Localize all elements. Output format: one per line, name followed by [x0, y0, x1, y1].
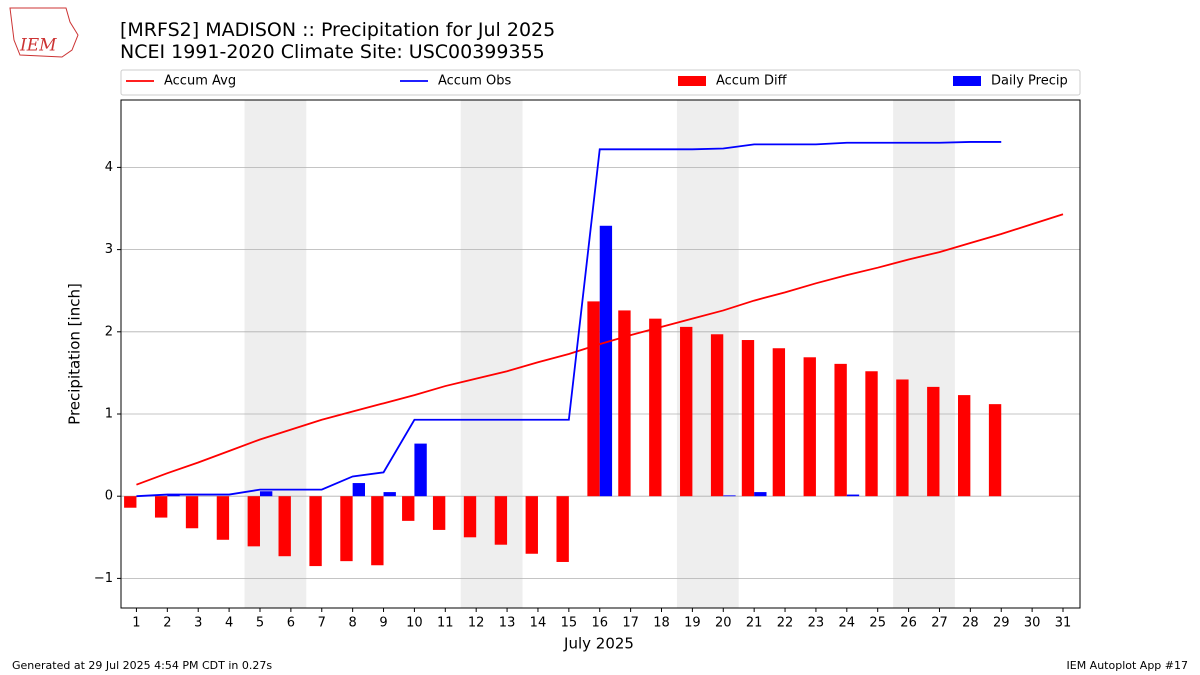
x-tick-label: 13 [499, 616, 516, 631]
x-tick-label: 23 [808, 616, 825, 631]
x-tick-label: 26 [900, 616, 917, 631]
footer-right: IEM Autoplot App #17 [1067, 659, 1189, 672]
y-tick-label: 3 [105, 242, 113, 257]
bar [599, 225, 613, 497]
logo-text: IEM [19, 36, 57, 56]
x-tick-label: 28 [962, 616, 979, 631]
bar [723, 495, 736, 497]
bar [402, 496, 415, 521]
x-tick-label: 6 [287, 616, 295, 631]
legend-label: Daily Precip [991, 74, 1068, 89]
logo-outline [9, 7, 79, 58]
x-tick-label: 22 [777, 616, 794, 631]
bar [710, 334, 724, 497]
legend-box [120, 69, 1081, 96]
legend-label: Accum Obs [438, 74, 511, 89]
bar [525, 496, 538, 554]
bar [834, 363, 847, 497]
bar [680, 326, 693, 497]
bar [352, 483, 365, 497]
legend-swatch [678, 76, 706, 86]
x-tick-label: 16 [591, 616, 608, 631]
bar [371, 496, 384, 566]
x-tick-label: 24 [839, 616, 856, 631]
bar [896, 379, 909, 497]
x-tick-label: 4 [225, 616, 233, 631]
chart-title: [MRFS2] MADISON :: Precipitation for Jul… [120, 19, 555, 41]
x-tick-label: 12 [468, 616, 485, 631]
x-tick-label: 10 [406, 616, 423, 631]
y-tick-label: 2 [105, 324, 113, 339]
bar [649, 318, 662, 497]
x-tick-label: 19 [684, 616, 701, 631]
x-tick-label: 21 [746, 616, 763, 631]
x-tick-label: 18 [653, 616, 670, 631]
bar [340, 496, 353, 562]
x-tick-label: 2 [163, 616, 171, 631]
bar [278, 496, 291, 557]
x-tick-label: 30 [1024, 616, 1041, 631]
bar [494, 496, 508, 545]
y-tick-label: −1 [94, 571, 113, 586]
bar [587, 301, 600, 497]
footer-left: Generated at 29 Jul 2025 4:54 PM CDT in … [12, 659, 272, 672]
x-tick-label: 7 [318, 616, 326, 631]
y-axis-label: Precipitation [inch] [66, 283, 84, 425]
bar [414, 443, 427, 497]
line [136, 141, 1002, 498]
y-tick-label: 0 [105, 489, 113, 504]
x-tick-label: 17 [622, 616, 639, 631]
x-tick-label: 29 [993, 616, 1010, 631]
legend-label: Accum Diff [716, 74, 788, 89]
bar [247, 496, 260, 547]
bar [432, 496, 446, 530]
x-tick-label: 27 [931, 616, 948, 631]
x-tick-label: 31 [1055, 616, 1072, 631]
line [136, 213, 1064, 486]
x-axis-label: July 2025 [563, 635, 634, 653]
plot-frame [120, 99, 1081, 609]
bar [124, 496, 137, 508]
legend-label: Accum Avg [164, 74, 236, 89]
x-tick-label: 1 [132, 616, 140, 631]
bar [259, 491, 273, 497]
x-tick-label: 5 [256, 616, 264, 631]
bar [185, 496, 199, 529]
bar [618, 310, 631, 497]
bar [154, 496, 168, 518]
weekend-shade [893, 100, 955, 608]
x-tick-label: 20 [715, 616, 732, 631]
bar [741, 340, 755, 497]
chart-subtitle: NCEI 1991-2020 Climate Site: USC00399355 [120, 41, 545, 63]
bar [927, 386, 940, 497]
bar [865, 371, 878, 497]
bar [309, 496, 322, 567]
bar [556, 496, 569, 562]
bar [216, 496, 230, 540]
x-tick-label: 9 [379, 616, 387, 631]
bar [754, 492, 767, 497]
bar [846, 494, 860, 497]
x-tick-label: 8 [349, 616, 357, 631]
bar [988, 404, 1002, 497]
x-tick-label: 14 [530, 616, 547, 631]
y-tick-label: 4 [105, 160, 113, 175]
y-tick-label: 1 [105, 407, 113, 422]
x-tick-label: 3 [194, 616, 202, 631]
bar [803, 357, 816, 497]
legend-swatch [953, 76, 981, 86]
x-tick-label: 15 [561, 616, 578, 631]
bar [383, 492, 396, 497]
x-tick-label: 25 [869, 616, 886, 631]
logo: IEM [9, 7, 79, 58]
x-tick-label: 11 [437, 616, 454, 631]
bar [772, 348, 786, 497]
bar [463, 496, 477, 538]
bar [958, 395, 971, 497]
